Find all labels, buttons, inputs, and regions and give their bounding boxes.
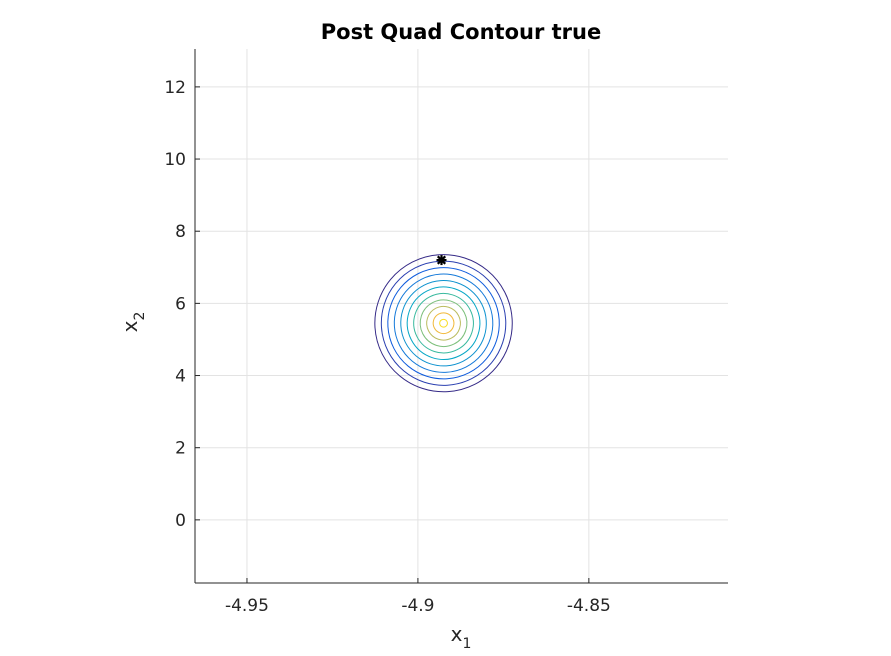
contour-lines [374,254,513,393]
y-axis-label-subscript: 2 [132,312,148,321]
contour-level-4 [400,280,487,367]
y-axis-label-base: x [118,320,142,332]
y-tick-label: 10 [164,150,186,170]
y-tick-label: 0 [175,511,186,531]
contour-level-5 [406,286,481,360]
y-tick-label: 12 [164,78,186,98]
x-tick-label: -4.9 [401,596,434,616]
contour-level-6 [413,292,474,354]
x-axis-label: x1 [451,622,472,652]
x-tick-labels: -4.95 -4.9 -4.85 [225,578,611,616]
y-tick-label: 6 [175,294,186,314]
x-tick-label: -4.95 [225,596,269,616]
chart-title: Post Quad Contour true [321,20,601,44]
y-tick-label: 2 [175,439,186,459]
contour-level-9 [432,312,455,335]
marker-layer [436,255,447,266]
y-axis-label: x2 [118,312,148,333]
axes-lines [194,49,728,584]
y-tick-label: 4 [175,367,186,387]
contour-level-10 [439,318,448,328]
contour-level-2 [387,267,500,380]
contour-level-7 [419,299,468,348]
star-marker-stroke [436,255,447,265]
contour-level-8 [426,305,461,341]
contour-level-3 [393,273,494,373]
y-tick-labels: 0 2 4 6 8 10 12 [164,78,200,531]
x-tick-label: -4.85 [567,596,611,616]
x-axis-label-subscript: 1 [462,636,471,652]
star-marker [436,255,447,266]
y-tick-label: 8 [175,222,186,242]
x-axis-label-base: x [451,622,463,646]
contour-level-0 [374,254,513,393]
contour-level-1 [380,260,507,386]
